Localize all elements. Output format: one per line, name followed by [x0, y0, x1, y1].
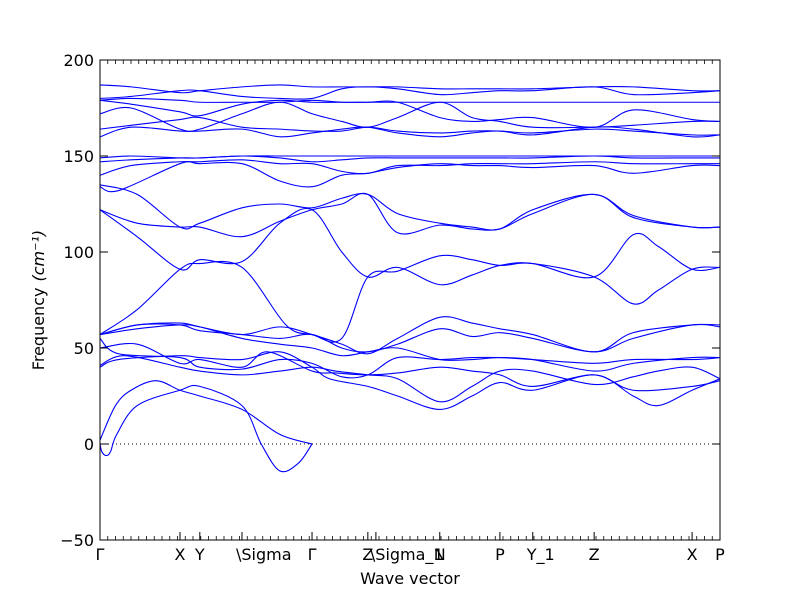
band-line-17	[100, 155, 720, 159]
x-tick-label-9: P	[495, 545, 505, 564]
x-tick-label-12: X	[687, 545, 698, 564]
plot-background	[100, 60, 720, 540]
band-line-14	[100, 161, 720, 193]
x-tick-label-2: X	[174, 545, 185, 564]
y-tick-label-3: 50	[74, 339, 94, 358]
x-tick-label-6: Z	[362, 545, 373, 564]
y-ticks: −50 0 50 100 150 200	[60, 51, 720, 550]
x-tick-label-7: \Sigma_1	[370, 545, 444, 565]
band-line-15	[100, 159, 720, 176]
band-line-6	[100, 337, 720, 379]
x-tick-label-5: Γ	[308, 545, 317, 564]
y-axis-label: Frequency (cm⁻¹)	[29, 230, 48, 370]
band-line-9	[100, 316, 720, 355]
x-tick-label-10: Y_1	[526, 545, 555, 565]
band-line-3	[100, 351, 720, 410]
y-tick-label-1: −50	[60, 531, 94, 550]
x-axis-label: Wave vector	[360, 569, 460, 588]
x-tick-label-1: Γ	[96, 545, 105, 564]
x-ticks: Γ X Y \Sigma Γ Z\Sigma_1N P Y_1 Z X P	[96, 60, 725, 565]
x-tick-label-11: Z	[589, 545, 600, 564]
band-line-13	[100, 184, 720, 231]
x-tick-label-8: N	[434, 545, 446, 564]
band-line-10	[100, 254, 720, 343]
band-line-2	[100, 384, 313, 473]
y-tick-label-4: 100	[63, 243, 94, 262]
band-line-4	[100, 355, 720, 403]
x-tick-label-13: P	[715, 545, 725, 564]
band-line-11	[100, 208, 720, 286]
plot-frame	[99, 59, 721, 541]
band-lines	[100, 84, 720, 473]
band-line-24	[100, 84, 720, 94]
x-tick-label-4: \Sigma	[236, 545, 292, 564]
y-axis-label-text: Frequency	[29, 288, 48, 371]
band-line-5	[100, 343, 720, 392]
band-line-19	[100, 116, 720, 136]
x-tick-label-3: Y	[194, 545, 205, 564]
y-tick-label-2: 0	[84, 435, 94, 454]
y-tick-label-5: 150	[63, 147, 94, 166]
y-tick-label-6: 200	[63, 51, 94, 70]
band-line-22	[100, 97, 720, 103]
y-axis-label-unit: (cm⁻¹)	[29, 230, 48, 282]
band-line-21	[100, 99, 720, 128]
